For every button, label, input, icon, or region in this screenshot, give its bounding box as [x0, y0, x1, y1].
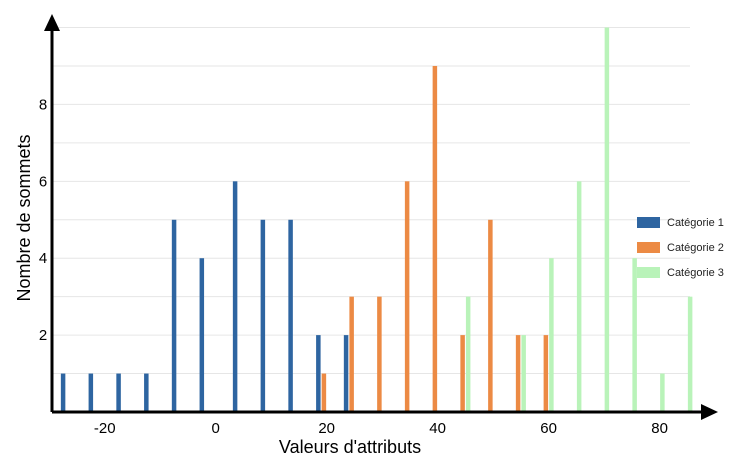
bar-series-3: [604, 27, 610, 413]
y-axis-title: Nombre de sommets: [14, 134, 34, 301]
bar-series-1: [343, 335, 349, 412]
bar-series-2: [349, 296, 354, 412]
bar-series-3: [632, 258, 637, 412]
bar-series-3: [576, 181, 582, 412]
y-tick-label: 8: [39, 96, 47, 113]
y-tick-label: 2: [39, 327, 47, 344]
bar-series-2: [432, 65, 438, 412]
bar-series-1: [260, 219, 266, 412]
x-tick-label: 40: [429, 420, 446, 437]
bar-series-2: [543, 335, 549, 412]
legend: Catégorie 1 Catégorie 2 Catégorie 3: [637, 217, 724, 279]
x-tick-label: 0: [212, 420, 220, 437]
bar-series-2: [321, 373, 327, 412]
bar-series-1: [116, 373, 121, 412]
bar-series-2: [377, 296, 382, 412]
bar-series-3: [465, 296, 471, 412]
bar-series-1: [288, 219, 293, 412]
x-tick-label: 60: [540, 420, 557, 437]
x-tick-label: 80: [651, 420, 668, 437]
x-tick-label: -20: [94, 420, 116, 437]
bar-series-2: [488, 219, 493, 412]
bars: [60, 27, 693, 413]
axes: [44, 14, 718, 420]
bar-series-2: [460, 335, 465, 412]
bar-series-1: [199, 258, 205, 412]
bar-series-1: [316, 335, 321, 412]
bar-series-3: [521, 335, 526, 412]
bar-series-3: [549, 258, 554, 412]
x-axis-arrow: [701, 404, 718, 420]
bar-series-1: [60, 373, 66, 412]
bar-series-2: [404, 181, 410, 412]
x-axis-title: Valeurs d'attributs: [279, 437, 421, 457]
y-tick-label: 4: [39, 250, 47, 267]
legend-label: Catégorie 2: [667, 242, 724, 254]
x-tick-label: 20: [318, 420, 335, 437]
legend-swatch: [637, 242, 660, 253]
bar-series-1: [171, 219, 177, 412]
legend-label: Catégorie 1: [667, 217, 724, 229]
bar-series-3: [660, 373, 665, 412]
tick-labels: -20 0 20 40 60 80 2 4 6 8: [39, 96, 668, 437]
bar-series-2: [515, 335, 521, 412]
bar-series-1: [144, 373, 149, 412]
y-axis-arrow: [44, 14, 60, 31]
y-tick-label: 6: [39, 173, 47, 190]
bar-series-3: [687, 296, 693, 412]
legend-swatch: [637, 267, 660, 278]
legend-label: Catégorie 3: [667, 267, 724, 279]
bar-series-1: [88, 373, 94, 412]
legend-swatch: [637, 217, 660, 228]
gridlines: [52, 27, 690, 375]
bar-series-1: [232, 181, 238, 412]
